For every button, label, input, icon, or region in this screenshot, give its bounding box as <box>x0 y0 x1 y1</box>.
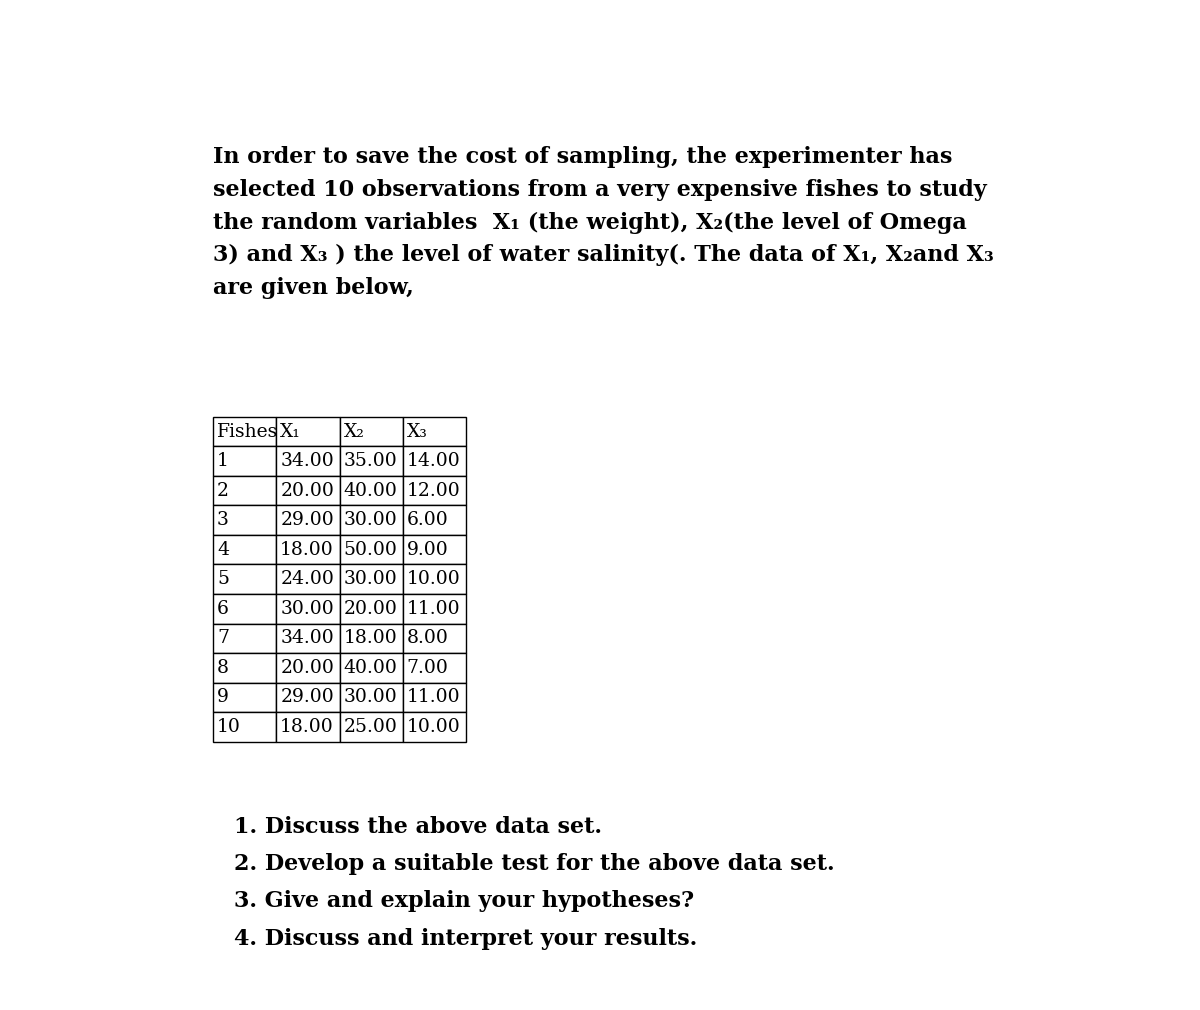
Bar <box>340 476 403 505</box>
Bar <box>340 505 403 535</box>
Text: 40.00: 40.00 <box>343 659 397 677</box>
Bar <box>276 594 340 623</box>
Text: In order to save the cost of sampling, the experimenter has: In order to save the cost of sampling, t… <box>214 146 953 168</box>
Bar <box>403 535 467 565</box>
Text: 6.00: 6.00 <box>407 511 449 529</box>
Bar <box>214 594 276 623</box>
Bar <box>340 683 403 712</box>
Bar <box>276 476 340 505</box>
Bar <box>340 417 403 446</box>
Text: 30.00: 30.00 <box>343 511 397 529</box>
Text: 7: 7 <box>217 629 229 647</box>
Text: 3: 3 <box>217 511 229 529</box>
Text: 3. Give and explain your hypotheses?: 3. Give and explain your hypotheses? <box>234 891 694 912</box>
Bar <box>403 712 467 741</box>
Bar <box>276 535 340 565</box>
Bar <box>276 623 340 653</box>
Text: 24.00: 24.00 <box>281 571 334 588</box>
Bar <box>214 683 276 712</box>
Text: 4. Discuss and interpret your results.: 4. Discuss and interpret your results. <box>234 927 697 949</box>
Text: X₁: X₁ <box>281 422 301 440</box>
Text: X₃: X₃ <box>407 422 427 440</box>
Text: 29.00: 29.00 <box>281 689 334 706</box>
Bar <box>276 653 340 683</box>
Text: 34.00: 34.00 <box>281 629 334 647</box>
Text: 40.00: 40.00 <box>343 482 397 500</box>
Bar <box>403 476 467 505</box>
Bar <box>340 712 403 741</box>
Text: 8: 8 <box>217 659 229 677</box>
Text: 12.00: 12.00 <box>407 482 461 500</box>
Bar <box>340 623 403 653</box>
Text: 7.00: 7.00 <box>407 659 449 677</box>
Bar <box>403 417 467 446</box>
Bar <box>403 446 467 476</box>
Bar <box>214 623 276 653</box>
Text: 1. Discuss the above data set.: 1. Discuss the above data set. <box>234 816 601 837</box>
Bar <box>214 565 276 594</box>
Text: 30.00: 30.00 <box>343 689 397 706</box>
Text: 35.00: 35.00 <box>343 452 397 470</box>
Text: 4: 4 <box>217 540 229 559</box>
Bar <box>276 417 340 446</box>
Text: Fishes: Fishes <box>217 422 278 440</box>
Text: 30.00: 30.00 <box>281 600 334 618</box>
Bar <box>214 446 276 476</box>
Text: 50.00: 50.00 <box>343 540 397 559</box>
Bar <box>276 565 340 594</box>
Text: the random variables  X₁ (the weight), X₂(the level of Omega: the random variables X₁ (the weight), X₂… <box>214 211 967 233</box>
Bar <box>340 594 403 623</box>
Bar <box>214 476 276 505</box>
Text: 9.00: 9.00 <box>407 540 449 559</box>
Text: 3) and X₃ ) the level of water salinity(. The data of X₁, X₂and X₃: 3) and X₃ ) the level of water salinity(… <box>214 244 994 267</box>
Text: 11.00: 11.00 <box>407 689 461 706</box>
Bar <box>403 623 467 653</box>
Bar <box>214 535 276 565</box>
Text: 20.00: 20.00 <box>343 600 397 618</box>
Text: 5: 5 <box>217 571 229 588</box>
Text: 20.00: 20.00 <box>281 482 334 500</box>
Bar <box>403 565 467 594</box>
Bar <box>340 446 403 476</box>
Bar <box>276 712 340 741</box>
Text: 34.00: 34.00 <box>281 452 334 470</box>
Bar <box>340 535 403 565</box>
Bar <box>403 653 467 683</box>
Text: 18.00: 18.00 <box>281 718 334 736</box>
Text: 2: 2 <box>217 482 229 500</box>
Text: 1: 1 <box>217 452 229 470</box>
Bar <box>214 712 276 741</box>
Bar <box>214 653 276 683</box>
Text: 18.00: 18.00 <box>343 629 397 647</box>
Text: 25.00: 25.00 <box>343 718 397 736</box>
Bar <box>276 505 340 535</box>
Text: 10.00: 10.00 <box>407 571 461 588</box>
Bar <box>276 446 340 476</box>
Bar <box>403 683 467 712</box>
Text: 8.00: 8.00 <box>407 629 449 647</box>
Bar <box>276 683 340 712</box>
Text: 14.00: 14.00 <box>407 452 461 470</box>
Text: 9: 9 <box>217 689 229 706</box>
Text: 2. Develop a suitable test for the above data set.: 2. Develop a suitable test for the above… <box>234 853 834 875</box>
Text: 20.00: 20.00 <box>281 659 334 677</box>
Text: 10.00: 10.00 <box>407 718 461 736</box>
Text: 10: 10 <box>217 718 241 736</box>
Bar <box>403 594 467 623</box>
Bar <box>340 653 403 683</box>
Text: 18.00: 18.00 <box>281 540 334 559</box>
Text: 30.00: 30.00 <box>343 571 397 588</box>
Bar <box>214 505 276 535</box>
Bar <box>403 505 467 535</box>
Bar <box>214 417 276 446</box>
Bar <box>340 565 403 594</box>
Text: 29.00: 29.00 <box>281 511 334 529</box>
Text: X₂: X₂ <box>343 422 364 440</box>
Text: 6: 6 <box>217 600 229 618</box>
Text: 11.00: 11.00 <box>407 600 461 618</box>
Text: are given below,: are given below, <box>214 277 414 299</box>
Text: selected 10 observations from a very expensive fishes to study: selected 10 observations from a very exp… <box>214 179 986 201</box>
